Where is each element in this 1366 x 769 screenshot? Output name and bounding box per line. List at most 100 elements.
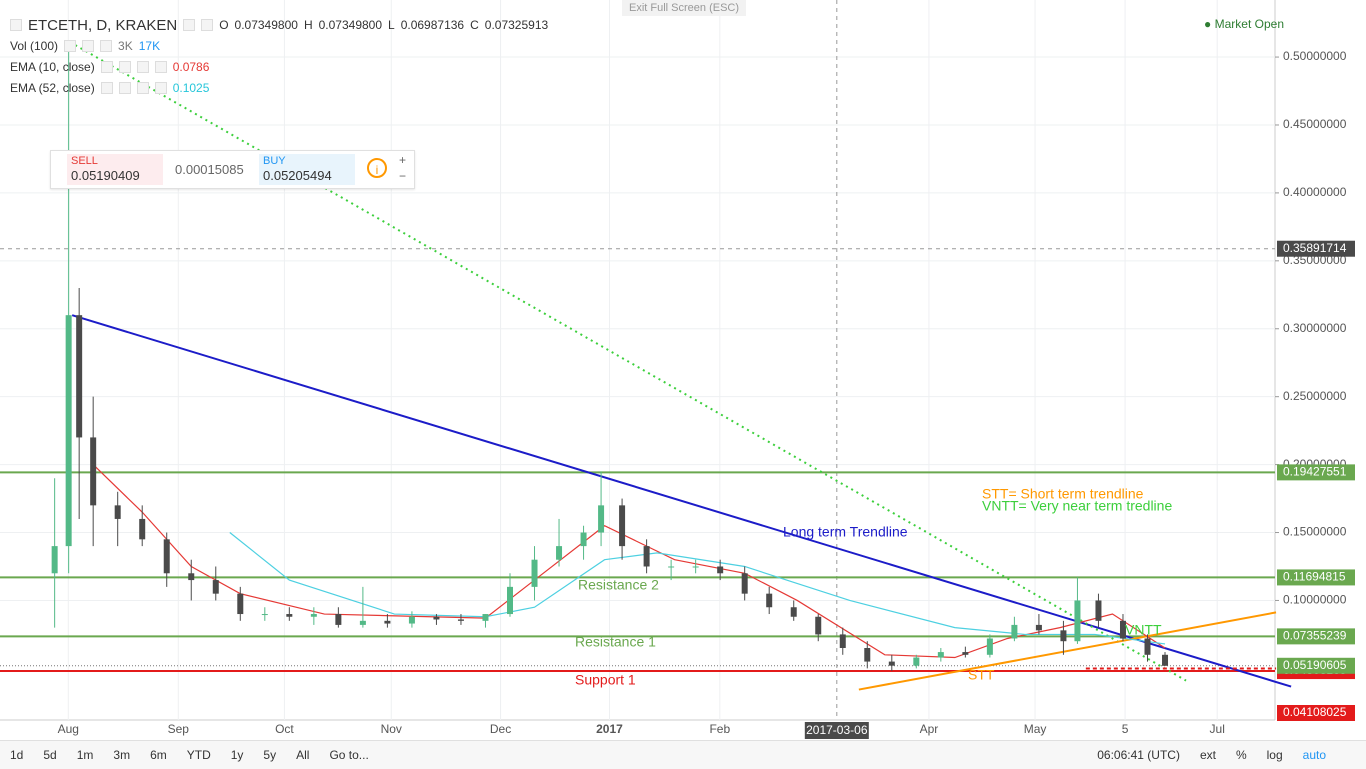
annotation: Support 1 (575, 672, 636, 688)
sell-button[interactable]: SELL 0.05190409 (67, 154, 163, 185)
x-tick-label: Feb (709, 722, 730, 736)
indicator: EMA (10, close) 0.0786 (10, 59, 209, 75)
level-label: 0.11694815 (1283, 570, 1346, 584)
settings-icon[interactable] (183, 19, 196, 31)
toolbar-button[interactable]: 5d (43, 748, 57, 762)
icon[interactable] (100, 61, 113, 73)
crosshair-x-box (804, 722, 869, 739)
candle-body (482, 614, 489, 621)
icon[interactable] (136, 61, 149, 73)
x-tick-label: Sep (168, 722, 190, 736)
y-tick-label: 0.10000000 (1283, 593, 1347, 607)
candle-body (114, 505, 121, 519)
candle-body (139, 518, 146, 540)
candle-body (619, 505, 626, 547)
volume-label-box (1277, 705, 1355, 721)
info-icon[interactable]: i (367, 158, 387, 178)
toolbar-button[interactable]: % (1235, 748, 1247, 762)
ohlc-label: O (219, 18, 229, 32)
candle-body (1144, 638, 1151, 655)
x-tick-label: Oct (275, 722, 294, 736)
indicator-name[interactable]: EMA (10, close) (10, 60, 95, 74)
ohlc-label: H (303, 18, 313, 32)
price-axis (1275, 0, 1366, 740)
candle-body (1060, 630, 1067, 642)
trendline (858, 611, 1277, 691)
candle-body (188, 573, 195, 581)
toolbar-button[interactable]: log (1266, 748, 1283, 762)
annotation: STT (968, 667, 995, 683)
icon[interactable] (100, 82, 113, 94)
trendline (69, 41, 1187, 682)
candle-body (1035, 624, 1042, 631)
candle-body (864, 648, 871, 662)
candle-body (717, 566, 724, 574)
last-price-label-box (1277, 657, 1355, 674)
x-tick-label: Aug (58, 722, 79, 736)
candle-body (237, 593, 244, 615)
trade-panel: SELL 0.05190409 0.00015085 BUY 0.05205494 … (50, 150, 415, 189)
icon[interactable] (154, 61, 167, 73)
candle-body (531, 559, 538, 587)
candle-body (962, 652, 969, 655)
candle-body (692, 566, 699, 568)
minus-icon[interactable]: − (399, 169, 407, 183)
y-tick-label: 0.15000000 (1283, 525, 1347, 539)
icon[interactable] (154, 82, 167, 94)
toolbar-button[interactable]: All (296, 748, 310, 762)
candle-body (384, 620, 391, 624)
candle-body (913, 657, 920, 666)
spread: 0.00015085 (175, 162, 244, 177)
toolbar-button[interactable]: 3m (113, 748, 131, 762)
candle-body (643, 546, 650, 567)
buy-label: BUY (263, 155, 286, 167)
symbol[interactable]: ETCETH, D, KRAKEN (28, 16, 178, 34)
toolbar-button[interactable]: 1y (230, 748, 244, 762)
level-label: 0.19427551 (1283, 465, 1347, 479)
icon[interactable] (100, 40, 113, 52)
indicator: Vol (100) 3K 17K (10, 38, 160, 54)
indicator-value: 3K (118, 39, 133, 53)
toolbar-button[interactable]: YTD (186, 748, 211, 762)
crosshair-y-label: 0.35891714 (1283, 241, 1347, 255)
annotation: Long term Trendline (783, 524, 908, 540)
indicator-name[interactable]: Vol (100) (10, 39, 59, 53)
icon[interactable] (136, 82, 149, 94)
candle-body (580, 532, 587, 547)
menu-icon[interactable] (10, 19, 22, 31)
toolbar-button[interactable]: 5y (263, 748, 277, 762)
toolbar-button[interactable]: Go to... (329, 748, 369, 762)
toolbar-button[interactable]: 6m (150, 748, 167, 762)
candle-body (90, 437, 97, 506)
x-tick-label: 2017 (596, 722, 623, 736)
toolbar-button[interactable]: 1m (76, 748, 94, 762)
candle-body (815, 616, 822, 635)
candle-body (668, 566, 675, 568)
plus-icon[interactable]: + (399, 153, 407, 167)
candle-body (598, 505, 605, 533)
candle-body (65, 315, 72, 547)
toolbar-button[interactable]: 1d (10, 748, 24, 762)
candle-body (937, 652, 944, 658)
indicator-name[interactable]: EMA (52, close) (10, 81, 95, 95)
candle-body (888, 661, 895, 666)
icon[interactable] (118, 82, 131, 94)
icon[interactable] (64, 40, 77, 52)
settings-icon[interactable] (201, 19, 214, 31)
exit-fullscreen[interactable]: Exit Full Screen (ESC) (622, 0, 746, 16)
indicator-value: 0.0786 (172, 60, 210, 74)
icon[interactable] (82, 40, 95, 52)
candle-body (457, 619, 464, 621)
toolbar-button[interactable]: ext (1199, 748, 1216, 762)
buy-button[interactable]: BUY 0.05205494 (259, 154, 355, 185)
toolbar-button[interactable]: 06:06:41 (UTC) (1097, 748, 1180, 762)
candle-body (335, 614, 342, 625)
market-status: ● Market Open (1204, 17, 1284, 31)
icon[interactable] (118, 61, 131, 73)
crosshair-x-label: 2017-03-06 (806, 723, 868, 737)
y-tick-label: 0.30000000 (1283, 321, 1347, 335)
y-tick-label: 0.45000000 (1283, 117, 1347, 131)
buy-price: 0.05205494 (263, 168, 332, 183)
toolbar-button[interactable]: auto (1302, 748, 1326, 762)
